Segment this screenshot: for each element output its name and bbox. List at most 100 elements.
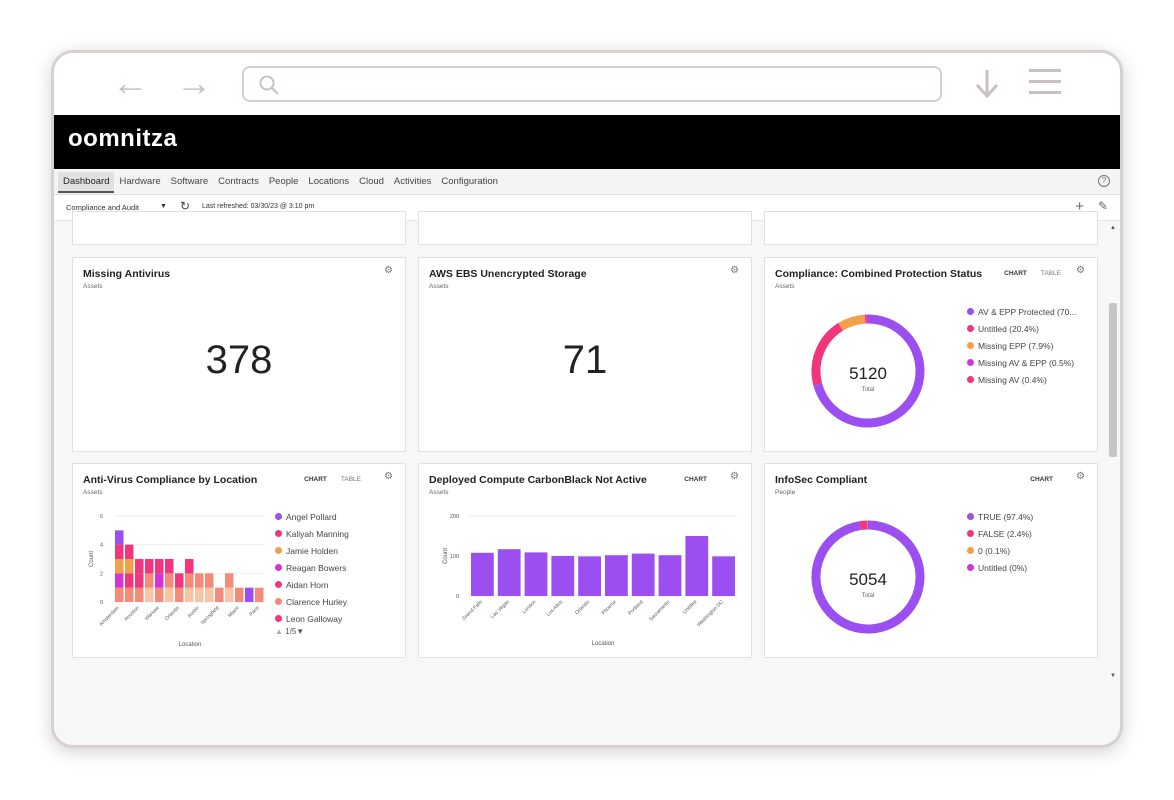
download-icon[interactable] (972, 67, 1002, 101)
refresh-icon[interactable]: ↻ (180, 199, 191, 213)
card-carbonblack[interactable]: Deployed Compute CarbonBlack Not Active … (418, 463, 752, 658)
arrow-left-icon[interactable]: ← (112, 62, 148, 103)
infosec-donut-chart[interactable]: 5054 Total (803, 512, 933, 642)
bar-segment[interactable] (175, 587, 184, 602)
scroll-down-icon[interactable]: ▼ (1110, 673, 1116, 679)
add-widget-button[interactable]: + (1075, 198, 1084, 215)
donut-slice-untitled[interactable] (811, 322, 844, 386)
gear-icon[interactable]: ⚙ (730, 265, 739, 276)
legend-item[interactable]: 0 (0.1%) (967, 542, 1033, 559)
bar-segment[interactable] (125, 559, 134, 574)
bar-segment[interactable] (155, 559, 164, 574)
bar[interactable] (551, 556, 575, 596)
menu-item-people[interactable]: People (268, 176, 299, 187)
caret-down-icon[interactable]: ▼ (160, 203, 167, 210)
av-location-bar-chart[interactable]: 0 2 4 6 Amsterdam Houston Warsaw Orlando Austin S… (79, 504, 275, 654)
bar-segment[interactable] (215, 587, 224, 602)
page-scrollbar[interactable]: ▲ ▼ (1109, 225, 1117, 681)
tab-chart[interactable]: CHART (304, 476, 327, 483)
tab-table[interactable]: TABLE (340, 476, 361, 483)
tab-chart[interactable]: CHART (684, 476, 707, 483)
card-missing-antivirus[interactable]: Missing Antivirus Assets ⚙ 378 (72, 257, 406, 452)
legend-pager[interactable]: ▲ 1/5▼ (275, 627, 349, 636)
arrow-right-icon[interactable]: → (176, 62, 212, 103)
bar[interactable] (471, 552, 494, 596)
bar-segment[interactable] (255, 587, 264, 602)
bar-segment[interactable] (135, 559, 144, 574)
bar-segment[interactable] (155, 573, 164, 588)
bar-segment[interactable] (125, 544, 134, 559)
bar[interactable] (658, 555, 682, 596)
bar-segment[interactable] (235, 587, 244, 602)
card-infosec[interactable]: InfoSec Compliant People CHART ⚙ 5054 Tot… (764, 463, 1098, 658)
bar-segment[interactable] (185, 559, 194, 574)
menu-item-hardware[interactable]: Hardware (119, 176, 161, 187)
card-combined-protection[interactable]: Compliance: Combined Protection Status A… (764, 257, 1098, 452)
bar-segment[interactable] (175, 573, 184, 588)
bar[interactable] (605, 555, 628, 596)
bar[interactable] (631, 553, 655, 596)
tab-chart[interactable]: CHART (1030, 476, 1053, 483)
legend-item[interactable]: Kaliyah Manning (275, 525, 349, 542)
legend-item[interactable]: Aidan Horn (275, 576, 349, 593)
bar[interactable] (712, 556, 735, 596)
dashboard-select[interactable]: Compliance and Audit (66, 203, 139, 212)
help-icon[interactable]: ? (1098, 175, 1110, 187)
bar-segment[interactable] (125, 587, 134, 602)
menu-item-software[interactable]: Software (170, 176, 209, 187)
legend-item[interactable]: Untitled (0%) (967, 559, 1033, 576)
bar-segment[interactable] (115, 587, 124, 602)
bar-segment[interactable] (115, 530, 124, 545)
bar-segment[interactable] (205, 587, 214, 602)
bar-segment[interactable] (165, 587, 174, 602)
bar-segment[interactable] (185, 573, 194, 588)
gear-icon[interactable]: ⚙ (384, 471, 393, 482)
legend-item[interactable]: FALSE (2.4%) (967, 525, 1033, 542)
bar-segment[interactable] (145, 559, 154, 574)
scroll-up-icon[interactable]: ▲ (1110, 225, 1116, 231)
hamburger-icon[interactable] (1029, 69, 1061, 102)
menu-item-configuration[interactable]: Configuration (441, 176, 498, 187)
bar-segment[interactable] (145, 587, 154, 602)
gear-icon[interactable]: ⚙ (384, 265, 393, 276)
menu-item-cloud[interactable]: Cloud (359, 176, 384, 187)
donut-slice-true[interactable] (811, 520, 925, 634)
legend-item[interactable]: Missing EPP (7.9%) (967, 337, 1076, 354)
card-aws-ebs[interactable]: AWS EBS Unencrypted Storage Assets ⚙ 71 (418, 257, 752, 452)
bar-segment[interactable] (115, 544, 124, 559)
menu-item-activities[interactable]: Activities (393, 176, 432, 187)
legend-item[interactable]: AV & EPP Protected (70... (967, 303, 1076, 320)
bar-segment[interactable] (225, 573, 234, 588)
legend-item[interactable]: Angel Pollard (275, 508, 349, 525)
pencil-icon[interactable]: ✎ (1097, 199, 1108, 213)
bar[interactable] (578, 556, 601, 596)
legend-item[interactable]: Leon Galloway (275, 610, 349, 627)
bar-segment[interactable] (205, 573, 214, 588)
donut-slice-false[interactable] (859, 520, 868, 531)
bar-segment[interactable] (115, 559, 124, 574)
bar-segment[interactable] (165, 573, 174, 588)
menu-item-locations[interactable]: Locations (308, 176, 350, 187)
legend-item[interactable]: Reagan Bowers (275, 559, 349, 576)
donut-slice-av-epp-protected[interactable] (813, 314, 925, 428)
gear-icon[interactable]: ⚙ (1076, 265, 1085, 276)
bar[interactable] (685, 536, 709, 596)
bar-segment[interactable] (225, 587, 234, 602)
legend-item[interactable]: TRUE (97.4%) (967, 508, 1033, 525)
bar-segment[interactable] (125, 573, 134, 588)
legend-item[interactable]: Missing AV (0.4%) (967, 371, 1076, 388)
carbonblack-bar-chart[interactable]: 0 100 200 Grand Falls Las Vegas London Los Alt… (423, 504, 749, 656)
bar-segment[interactable] (245, 587, 254, 602)
bar-segment[interactable] (135, 587, 144, 602)
pager-down-icon[interactable]: ▼ (296, 627, 305, 636)
donut-slice-missing-epp[interactable] (838, 314, 866, 331)
gear-icon[interactable]: ⚙ (730, 471, 739, 482)
bar-segment[interactable] (145, 573, 154, 588)
legend-item[interactable]: Missing AV & EPP (0.5%) (967, 354, 1076, 371)
menu-item-dashboard[interactable]: Dashboard (58, 172, 115, 193)
address-bar[interactable] (242, 66, 942, 102)
bar-segment[interactable] (135, 573, 144, 588)
scroll-thumb[interactable] (1109, 303, 1117, 457)
pager-up-icon[interactable]: ▲ (275, 627, 283, 636)
bar-segment[interactable] (195, 587, 204, 602)
